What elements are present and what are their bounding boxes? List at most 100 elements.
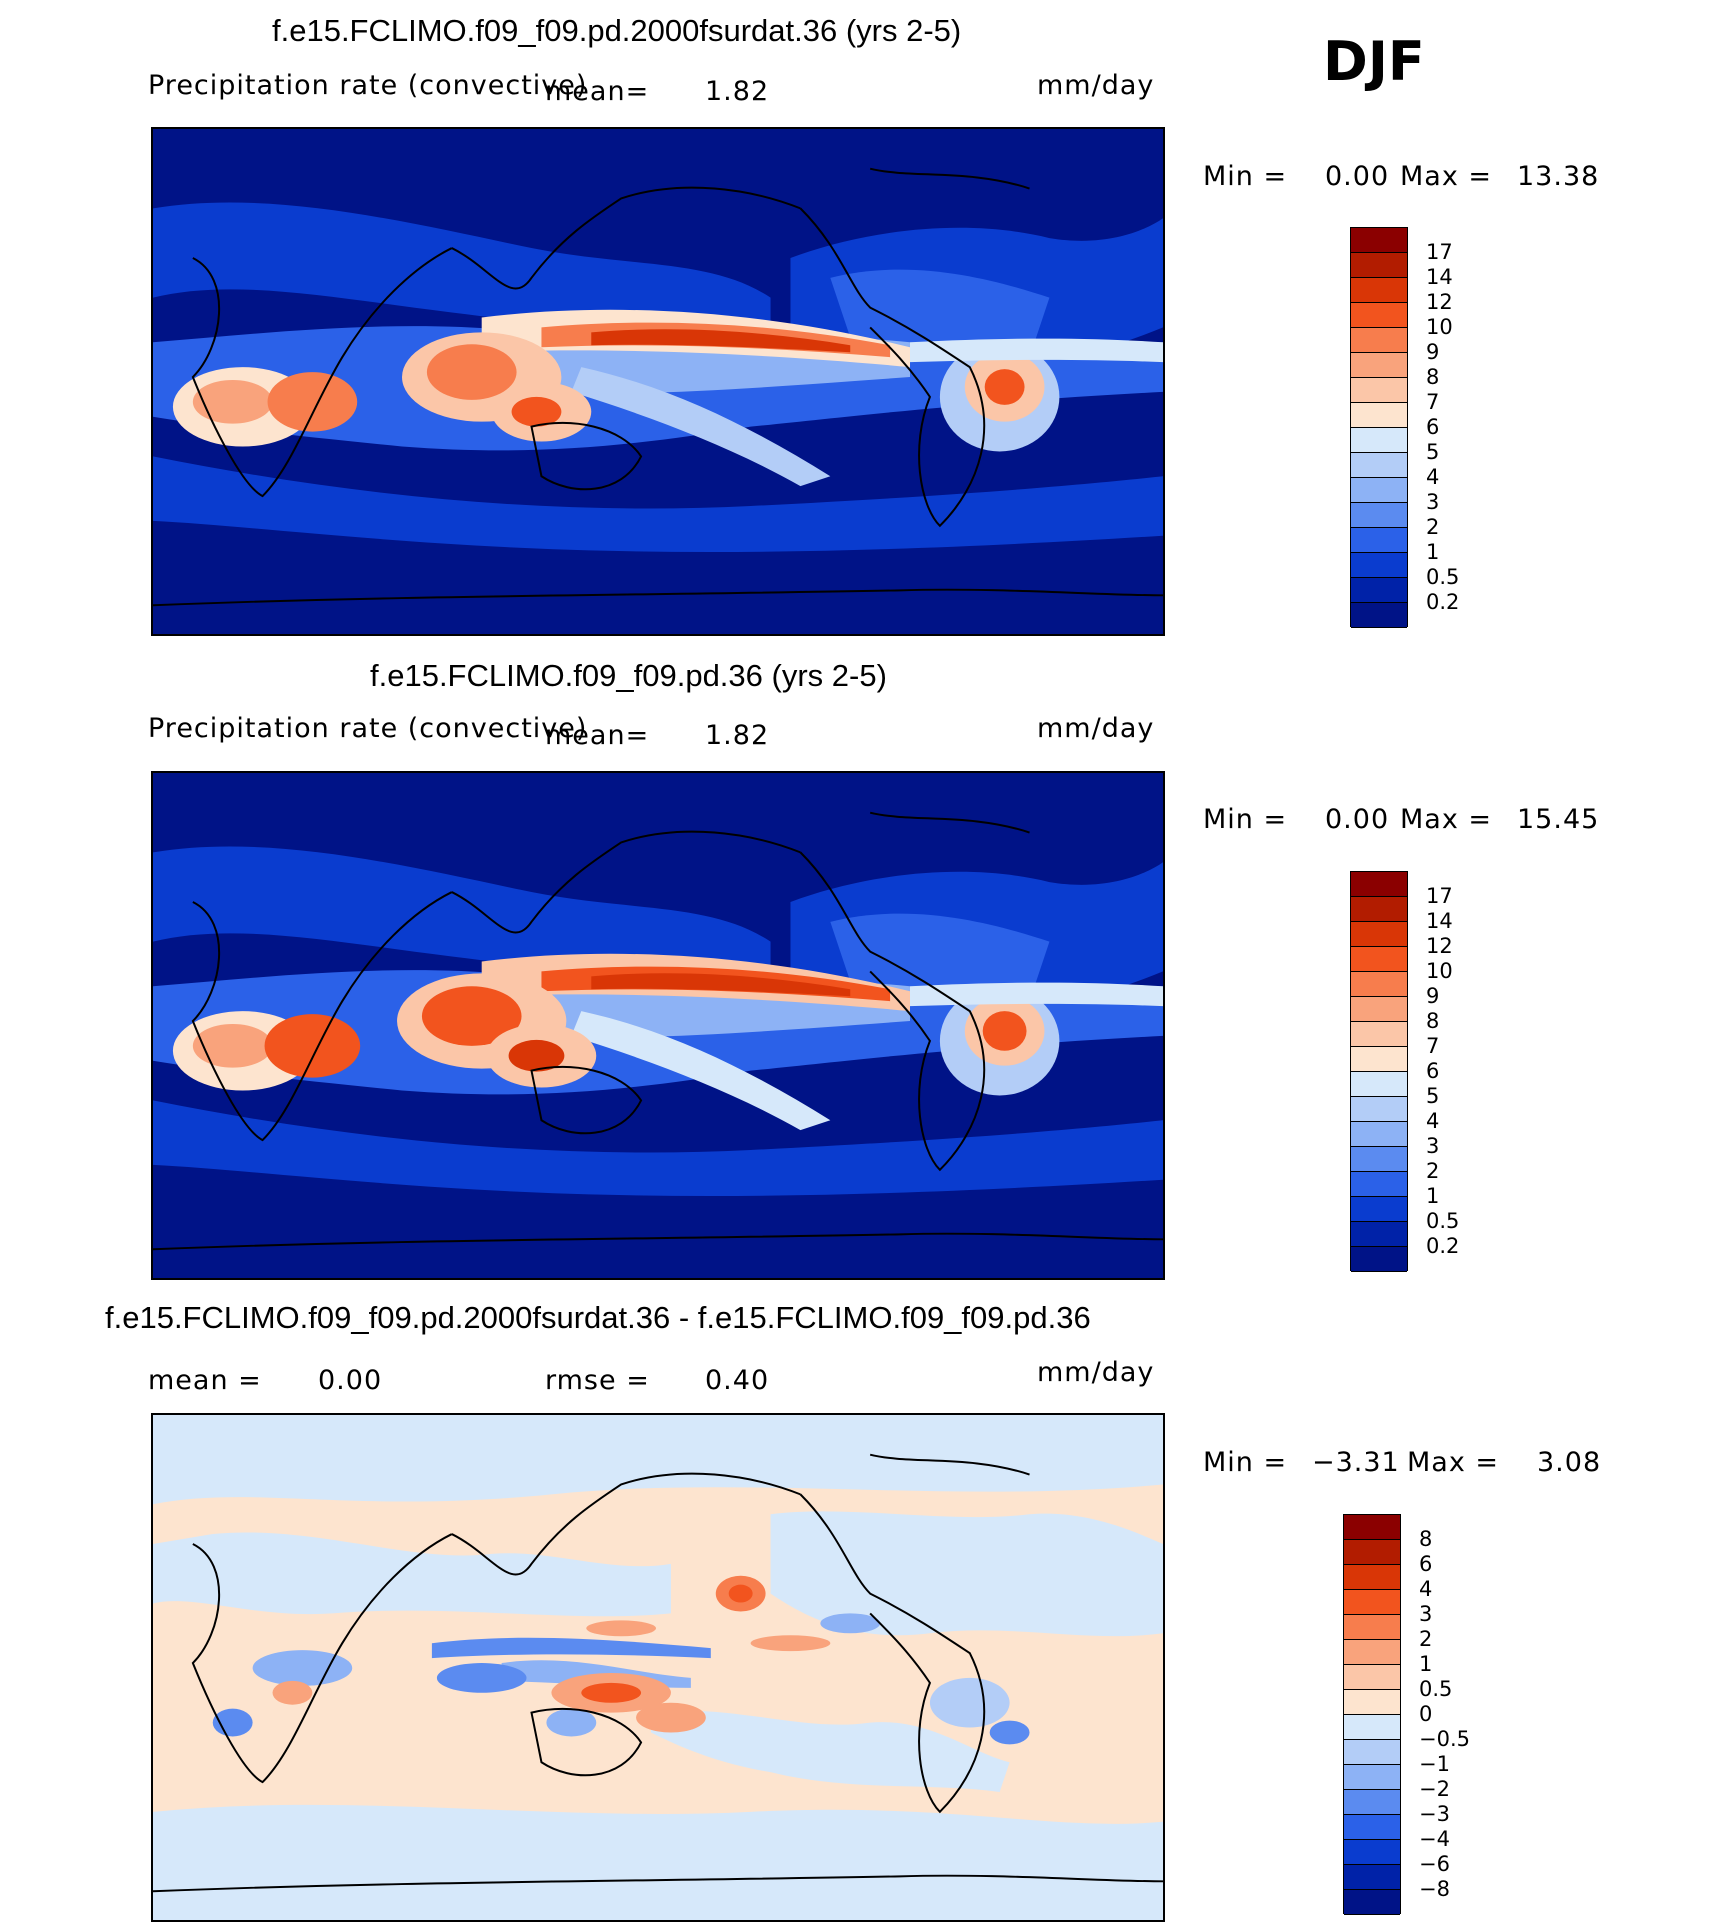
colorbar-cell: [1344, 1740, 1400, 1765]
colorbar-cell: [1351, 303, 1407, 328]
panel-3-rmse-value: 0.40: [705, 1365, 770, 1396]
colorbar-cell: [1344, 1640, 1400, 1665]
colorbar-tick-label: 1: [1419, 1652, 1433, 1676]
colorbar-cell: [1344, 1790, 1400, 1815]
panel-1-mean-label: mean=: [545, 76, 650, 107]
colorbar-cell: [1351, 553, 1407, 578]
colorbar-tick-label: 1: [1426, 540, 1440, 564]
colorbar-cell: [1351, 453, 1407, 478]
colorbar-tick-label: 7: [1426, 390, 1440, 414]
season-label: DJF: [1323, 30, 1425, 93]
panel-2-variable: Precipitation rate (convective): [148, 713, 588, 744]
panel-1-units: mm/day: [1037, 70, 1155, 101]
colorbar-cell: [1351, 1022, 1407, 1047]
colorbar-cell: [1351, 1172, 1407, 1197]
panel-3-mean-label: mean =: [148, 1365, 262, 1396]
colorbar-cell: [1344, 1665, 1400, 1690]
colorbar-tick-label: 17: [1426, 240, 1453, 264]
colorbar-tick-label: 2: [1426, 515, 1440, 539]
panel-3-max-label: Max =: [1407, 1447, 1500, 1478]
colorbar-tick-label: 10: [1426, 315, 1453, 339]
panel-1-colorbar: [1350, 227, 1408, 628]
panel-2-min-label: Min =: [1203, 804, 1288, 835]
colorbar-cell: [1351, 578, 1407, 603]
colorbar-cell: [1351, 253, 1407, 278]
colorbar-cell: [1344, 1715, 1400, 1740]
colorbar-tick-label: 12: [1426, 290, 1453, 314]
colorbar-tick-label: −2: [1419, 1777, 1450, 1801]
colorbar-cell: [1351, 403, 1407, 428]
colorbar-tick-label: −8: [1419, 1877, 1450, 1901]
colorbar-tick-label: 17: [1426, 884, 1453, 908]
panel-3-title: f.e15.FCLIMO.f09_f09.pd.2000fsurdat.36 -…: [105, 1300, 1091, 1335]
colorbar-cell: [1351, 997, 1407, 1022]
colorbar-tick-label: −3: [1419, 1802, 1450, 1826]
panel-1-title: f.e15.FCLIMO.f09_f09.pd.2000fsurdat.36 (…: [272, 13, 962, 48]
panel-2-mean-label: mean=: [545, 720, 650, 751]
colorbar-cell: [1351, 1072, 1407, 1097]
colorbar-tick-label: 1: [1426, 1184, 1440, 1208]
colorbar-cell: [1351, 947, 1407, 972]
colorbar-cell: [1351, 1247, 1407, 1272]
colorbar-cell: [1351, 528, 1407, 553]
panel-3-min-value: −3.31: [1312, 1447, 1400, 1478]
colorbar-tick-label: 6: [1419, 1552, 1433, 1576]
panel-2-colorbar: [1350, 871, 1408, 1272]
colorbar-cell: [1351, 503, 1407, 528]
colorbar-cell: [1351, 1047, 1407, 1072]
colorbar-tick-label: 8: [1426, 365, 1440, 389]
colorbar-cell: [1351, 478, 1407, 503]
colorbar-tick-label: 9: [1426, 984, 1440, 1008]
colorbar-tick-label: 14: [1426, 909, 1453, 933]
panel-3-colorbar: [1343, 1514, 1401, 1915]
colorbar-cell: [1351, 922, 1407, 947]
colorbar-cell: [1344, 1890, 1400, 1915]
panel-2-title: f.e15.FCLIMO.f09_f09.pd.36 (yrs 2-5): [370, 658, 887, 693]
colorbar-cell: [1344, 1840, 1400, 1865]
colorbar-tick-label: 14: [1426, 265, 1453, 289]
colorbar-cell: [1351, 972, 1407, 997]
panel-2-map: [151, 771, 1165, 1280]
colorbar-cell: [1344, 1865, 1400, 1890]
colorbar-cell: [1344, 1765, 1400, 1790]
colorbar-cell: [1351, 228, 1407, 253]
colorbar-tick-label: 4: [1426, 465, 1440, 489]
panel-2-mean-value: 1.82: [705, 720, 770, 751]
colorbar-tick-label: 0.2: [1426, 590, 1460, 614]
panel-1-map: [151, 127, 1165, 636]
colorbar-cell: [1344, 1815, 1400, 1840]
colorbar-tick-label: 3: [1426, 1134, 1440, 1158]
panel-3-mean-value: 0.00: [318, 1365, 383, 1396]
colorbar-tick-label: 2: [1426, 1159, 1440, 1183]
colorbar-tick-label: 9: [1426, 340, 1440, 364]
colorbar-tick-label: 8: [1426, 1009, 1440, 1033]
colorbar-tick-label: 3: [1419, 1602, 1433, 1626]
panel-1-variable: Precipitation rate (convective): [148, 70, 588, 101]
panel-3-rmse-label: rmse =: [545, 1365, 650, 1396]
colorbar-tick-label: 8: [1419, 1527, 1433, 1551]
colorbar-tick-label: 12: [1426, 934, 1453, 958]
colorbar-tick-label: 0.5: [1426, 565, 1460, 589]
panel-3-units: mm/day: [1037, 1357, 1155, 1388]
colorbar-tick-label: 6: [1426, 1059, 1440, 1083]
colorbar-tick-label: 2: [1419, 1627, 1433, 1651]
panel-2-max-value: 15.45: [1517, 804, 1600, 835]
colorbar-cell: [1351, 1097, 1407, 1122]
colorbar-tick-label: −6: [1419, 1852, 1450, 1876]
panel-2-units: mm/day: [1037, 713, 1155, 744]
panel-2-min-value: 0.00: [1325, 804, 1390, 835]
panel-3-max-value: 3.08: [1537, 1447, 1602, 1478]
colorbar-tick-label: −4: [1419, 1827, 1450, 1851]
colorbar-cell: [1344, 1565, 1400, 1590]
colorbar-cell: [1351, 603, 1407, 628]
colorbar-cell: [1351, 278, 1407, 303]
colorbar-cell: [1344, 1615, 1400, 1640]
panel-1-max-label: Max =: [1400, 161, 1493, 192]
panel-1-min-label: Min =: [1203, 161, 1288, 192]
colorbar-tick-label: 6: [1426, 415, 1440, 439]
colorbar-tick-label: 10: [1426, 959, 1453, 983]
colorbar-cell: [1351, 872, 1407, 897]
panel-1-mean-value: 1.82: [705, 76, 770, 107]
colorbar-tick-label: 5: [1426, 1084, 1440, 1108]
colorbar-tick-label: 7: [1426, 1034, 1440, 1058]
